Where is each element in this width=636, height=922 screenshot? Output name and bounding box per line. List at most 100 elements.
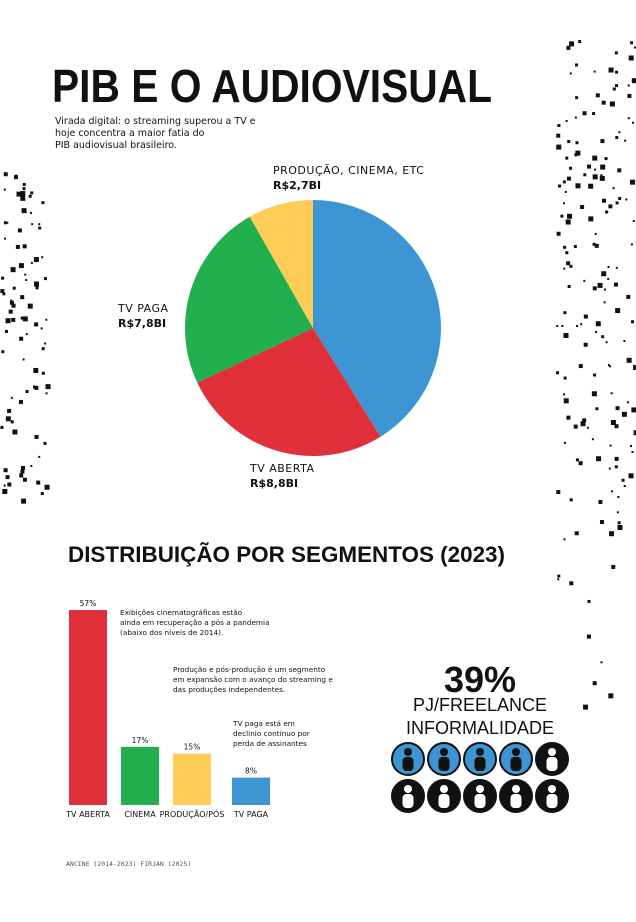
glyph: [41, 256, 44, 259]
glyph: [32, 385, 36, 389]
glyph: [626, 294, 631, 299]
icon-body: [438, 757, 450, 771]
glyph: [24, 273, 27, 276]
glyph: [20, 195, 26, 201]
pie-slice: [185, 216, 313, 383]
glyph: [631, 320, 635, 324]
glyph: [556, 325, 559, 328]
stat-label: PJ/FREELANCE: [413, 695, 547, 715]
glyph: [10, 299, 13, 302]
glyph: [569, 264, 573, 268]
glyph: [34, 385, 39, 390]
glyph: [563, 376, 567, 380]
annotation: das produções independentes.: [173, 685, 285, 694]
glyph: [604, 157, 608, 161]
subtitle: PIB audiovisual brasileiro.: [55, 140, 177, 151]
glyph: [566, 45, 571, 50]
glyph: [608, 204, 613, 209]
glyph: [578, 40, 582, 44]
glyph: [583, 279, 586, 282]
glyph: [631, 450, 634, 453]
glyph: [34, 434, 39, 439]
glyph: [565, 156, 569, 160]
glyph: [626, 401, 629, 404]
glyph: [583, 173, 587, 177]
slice-label: TV ABERTA: [249, 462, 315, 475]
glyph: [33, 367, 39, 373]
bar: [121, 746, 159, 805]
glyph: [575, 150, 581, 156]
pie-slice: [313, 200, 441, 437]
bar-category: PRODUÇÃO/PÓS: [160, 808, 225, 819]
bar-value: 57%: [80, 599, 97, 608]
glyph: [609, 101, 615, 107]
glyph: [0, 289, 5, 294]
glyph: [17, 228, 22, 233]
glyph: [33, 281, 39, 287]
glyph: [576, 324, 579, 327]
glyph: [580, 421, 586, 427]
glyph: [5, 318, 11, 324]
annotation: em expansão com o avanço do streaming e: [173, 675, 333, 684]
bar-value: 8%: [245, 767, 257, 776]
stat-label: INFORMALIDADE: [406, 718, 554, 738]
glyph: [607, 277, 610, 280]
glyph: [633, 364, 636, 370]
glyph: [43, 277, 47, 281]
glyph: [40, 327, 43, 330]
glyph: [41, 371, 45, 375]
glyph: [1, 276, 5, 280]
glyph: [22, 316, 28, 322]
glyph: [592, 112, 596, 116]
glyph: [587, 164, 592, 169]
glyph: [621, 411, 627, 417]
glyph: [605, 341, 608, 344]
glyph: [16, 191, 22, 197]
glyph: [22, 477, 27, 482]
glyph: [573, 245, 577, 249]
icon-head: [404, 785, 412, 793]
glyph: [608, 693, 614, 699]
glyph: [556, 133, 561, 138]
glyph: [38, 455, 41, 458]
glyph: [33, 257, 39, 263]
glyph: [30, 191, 34, 195]
glyph: [595, 407, 599, 411]
glyph: [595, 93, 600, 98]
glyph: [12, 429, 18, 435]
decoration: [0, 40, 636, 710]
glyph: [624, 139, 627, 142]
glyph: [3, 484, 6, 487]
glyph: [612, 87, 616, 91]
slice-label: TV PAGA: [117, 302, 169, 315]
glyph: [575, 458, 579, 462]
glyph: [3, 237, 6, 240]
glyph: [628, 55, 634, 61]
glyph: [12, 286, 16, 290]
glyph: [11, 317, 16, 322]
glyph: [44, 484, 50, 490]
bar-category: TV ABERTA: [65, 810, 110, 819]
glyph: [565, 251, 569, 255]
glyph: [607, 266, 610, 269]
annotation: (abaixo dos níveis de 2014).: [120, 628, 223, 637]
glyph: [615, 136, 619, 140]
glyph: [5, 416, 11, 422]
glyph: [557, 124, 561, 128]
source: ANCINE (2014-2023) FIRJAN (2025): [66, 860, 191, 868]
glyph: [20, 316, 24, 320]
glyph: [567, 140, 571, 144]
glyph: [623, 340, 626, 343]
glyph: [586, 426, 589, 429]
glyph: [27, 303, 33, 309]
glyph: [38, 226, 42, 230]
glyph: [563, 441, 566, 444]
glyph: [611, 564, 616, 569]
glyph: [44, 342, 47, 345]
glyph: [2, 292, 6, 296]
slice-value: R$2,7BI: [273, 179, 321, 192]
glyph: [0, 425, 4, 429]
glyph: [30, 465, 33, 468]
